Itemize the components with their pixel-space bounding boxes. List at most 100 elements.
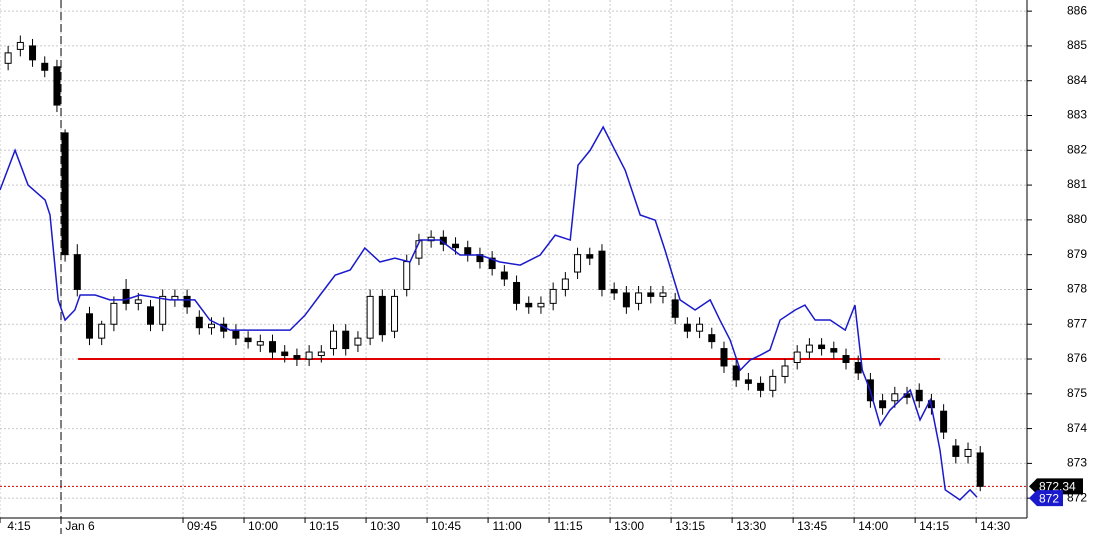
candle-body [61, 132, 69, 256]
candle-body [305, 351, 313, 360]
x-tick-label: 10:30 [370, 519, 400, 533]
candle-body [134, 299, 142, 304]
candle-body [696, 323, 704, 332]
candle-body [561, 278, 569, 290]
candle-body [244, 337, 252, 343]
candle-body [549, 288, 557, 304]
x-tick-label: 09:45 [187, 519, 217, 533]
candle-body [537, 302, 545, 308]
line-last-label: 872 [1039, 491, 1059, 505]
x-tick-label: 11:15 [554, 519, 583, 533]
candle-body [757, 382, 765, 391]
candle-body [598, 250, 606, 290]
candle-body [488, 257, 496, 270]
candle-body [378, 295, 386, 336]
x-tick-label: 14:30 [980, 519, 1010, 533]
candle-body [940, 410, 948, 433]
candle-body [53, 66, 61, 106]
candle-body [146, 306, 154, 325]
candle-body [269, 341, 277, 353]
candle-body [744, 379, 752, 384]
candle-body [403, 261, 411, 290]
candle-body [683, 323, 691, 332]
candle-body [500, 271, 508, 280]
y-tick-label: 884 [1067, 73, 1087, 87]
x-tick-label: 13:15 [675, 519, 705, 533]
x-tick-label: 10:45 [431, 519, 461, 533]
y-tick-label: 877 [1067, 316, 1087, 330]
candle-body [317, 351, 325, 357]
y-tick-label: 874 [1067, 421, 1087, 435]
line-last-box [1029, 490, 1063, 507]
candle-body [354, 337, 362, 346]
candle-body [952, 445, 960, 457]
y-tick-label: 885 [1067, 38, 1087, 52]
y-tick-label: 880 [1067, 212, 1087, 226]
y-tick-label: 876 [1067, 351, 1087, 365]
candle-body [73, 254, 81, 290]
candle-body [110, 302, 118, 325]
x-tick-label: 13:30 [736, 519, 766, 533]
candle-body [732, 365, 740, 381]
candle-body [915, 389, 923, 402]
x-tick-label: 10:15 [309, 519, 339, 533]
candle-body [256, 341, 264, 346]
candle-body [805, 344, 813, 353]
y-tick-label: 881 [1067, 177, 1087, 191]
candle-body [586, 254, 594, 259]
candle-body [85, 313, 93, 339]
candle-body [4, 52, 12, 64]
candle-body [16, 41, 24, 50]
x-tick-label: 14:15 [919, 519, 949, 533]
candle-body [122, 288, 130, 304]
candle-body [854, 361, 862, 374]
candle-body [293, 355, 301, 360]
candle-body [671, 299, 679, 318]
candle-body [793, 351, 801, 363]
candle-body [610, 288, 618, 294]
x-tick-label: 4:15 [7, 519, 31, 533]
candle-body [891, 393, 899, 402]
candle-body [98, 323, 106, 339]
x-tick-label: 10:00 [248, 519, 278, 533]
candle-body [391, 295, 399, 332]
candle-body [574, 254, 582, 273]
candle-body [525, 302, 533, 308]
candle-body [659, 292, 667, 297]
x-tick-label: Jan 6 [65, 519, 95, 533]
candle-body [708, 334, 716, 343]
y-tick-label: 882 [1067, 142, 1087, 156]
y-tick-label: 879 [1067, 247, 1087, 261]
candle-body [342, 330, 350, 350]
candle-body [781, 365, 789, 377]
candle-body [464, 247, 472, 256]
last-price-label: 872.34 [1039, 480, 1076, 494]
candle-body [647, 292, 655, 297]
x-tick-label: 11:00 [493, 519, 522, 533]
candle-body [452, 243, 460, 249]
y-tick-label: 886 [1067, 3, 1087, 17]
candle-body [183, 295, 191, 308]
candle-body [513, 281, 521, 304]
x-tick-label: 13:00 [614, 519, 644, 533]
y-tick-label: 875 [1067, 386, 1087, 400]
x-tick-label: 14:00 [858, 519, 888, 533]
candle-body [195, 316, 203, 329]
candle-body [330, 330, 338, 350]
candle-body [818, 344, 826, 350]
candle-body [622, 292, 630, 308]
candle-body [366, 295, 374, 339]
candle-body [41, 62, 49, 71]
candle-body [976, 452, 984, 487]
price-line [0, 125, 978, 501]
candle-body [281, 351, 289, 357]
candle-body [29, 45, 37, 61]
candle-body [879, 400, 887, 409]
x-tick-label: 13:45 [797, 519, 827, 533]
y-tick-label: 873 [1067, 456, 1087, 470]
candle-body [964, 448, 972, 457]
y-tick-label: 878 [1067, 282, 1087, 296]
candle-body [830, 348, 838, 353]
